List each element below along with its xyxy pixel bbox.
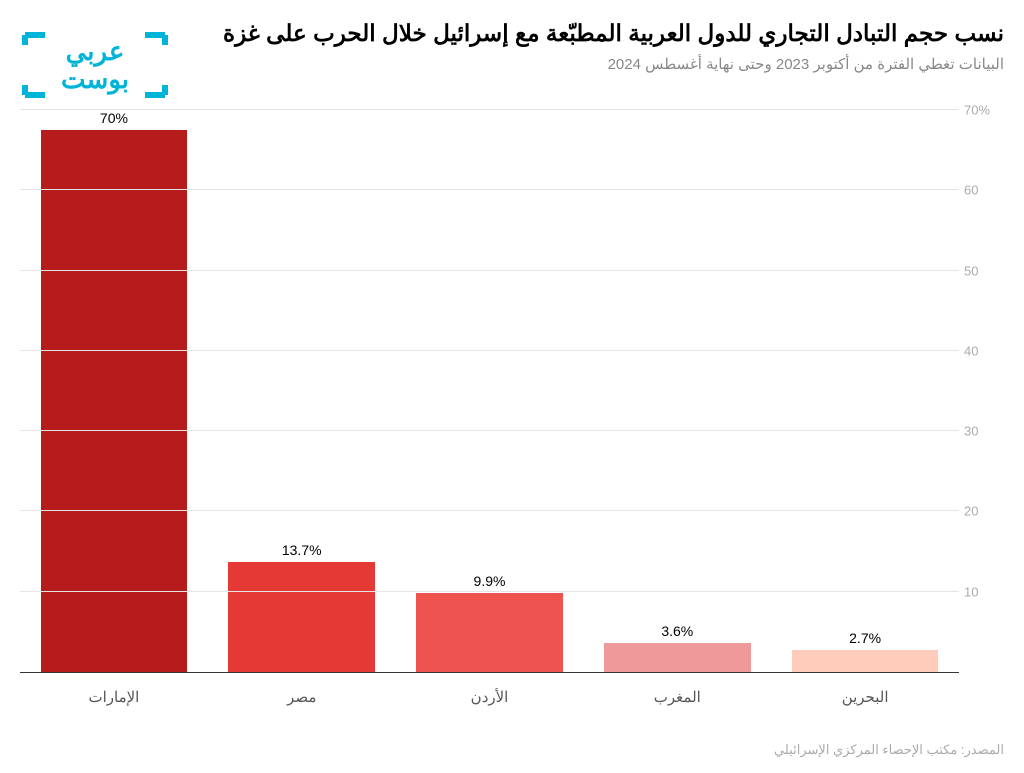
y-tick-label: 40 (964, 343, 999, 358)
bar-slot: 13.7% (208, 110, 396, 672)
y-tick-label: 20 (964, 504, 999, 519)
y-tick-label: 70% (964, 103, 999, 118)
gridline (20, 591, 959, 592)
chart-source: المصدر: مكتب الإحصاء المركزي الإسرائيلي (774, 742, 1004, 758)
arabi-post-logo: عربي بوست (20, 30, 170, 105)
bar-value-label: 2.7% (849, 630, 881, 646)
gridline (20, 189, 959, 190)
bars-container: 70% 13.7% 9.9% 3.6% 2.7% (20, 110, 959, 672)
y-tick-label: 10 (964, 584, 999, 599)
chart-area: 70% 13.7% 9.9% 3.6% 2.7% 10 20 30 40 50 60 70% الإ… (20, 110, 1004, 713)
bar-value-label: 3.6% (661, 623, 693, 639)
bar-rect (228, 562, 374, 672)
bar-slot: 70% (20, 110, 208, 672)
y-tick-label: 50 (964, 263, 999, 278)
bar-rect (416, 593, 562, 672)
x-axis-label: الأردن (396, 678, 584, 713)
x-axis-labels: الإماراتمصرالأردنالمغربالبحرين (20, 678, 959, 713)
x-axis-label: البحرين (771, 678, 959, 713)
y-tick-label: 30 (964, 424, 999, 439)
x-axis-label: الإمارات (20, 678, 208, 713)
gridline (20, 430, 959, 431)
bar-value-label: 9.9% (474, 573, 506, 589)
plot-area: 70%13.7%9.9%3.6%2.7% 10203040506070% (20, 110, 959, 673)
bar-slot: 3.6% (583, 110, 771, 672)
bar-slot: 9.9% (396, 110, 584, 672)
bar-slot: 2.7% (771, 110, 959, 672)
svg-text:عربي: عربي (66, 36, 125, 67)
bar-rect (604, 643, 750, 672)
gridline (20, 270, 959, 271)
bar-value-label: 70% (100, 110, 128, 126)
y-tick-label: 60 (964, 183, 999, 198)
x-axis-label: مصر (208, 678, 396, 713)
gridline (20, 350, 959, 351)
gridline (20, 510, 959, 511)
bar-value-label: 13.7% (282, 542, 322, 558)
x-axis-label: المغرب (583, 678, 771, 713)
svg-text:بوست: بوست (61, 64, 129, 95)
bar-rect (792, 650, 938, 672)
gridline (20, 109, 959, 110)
